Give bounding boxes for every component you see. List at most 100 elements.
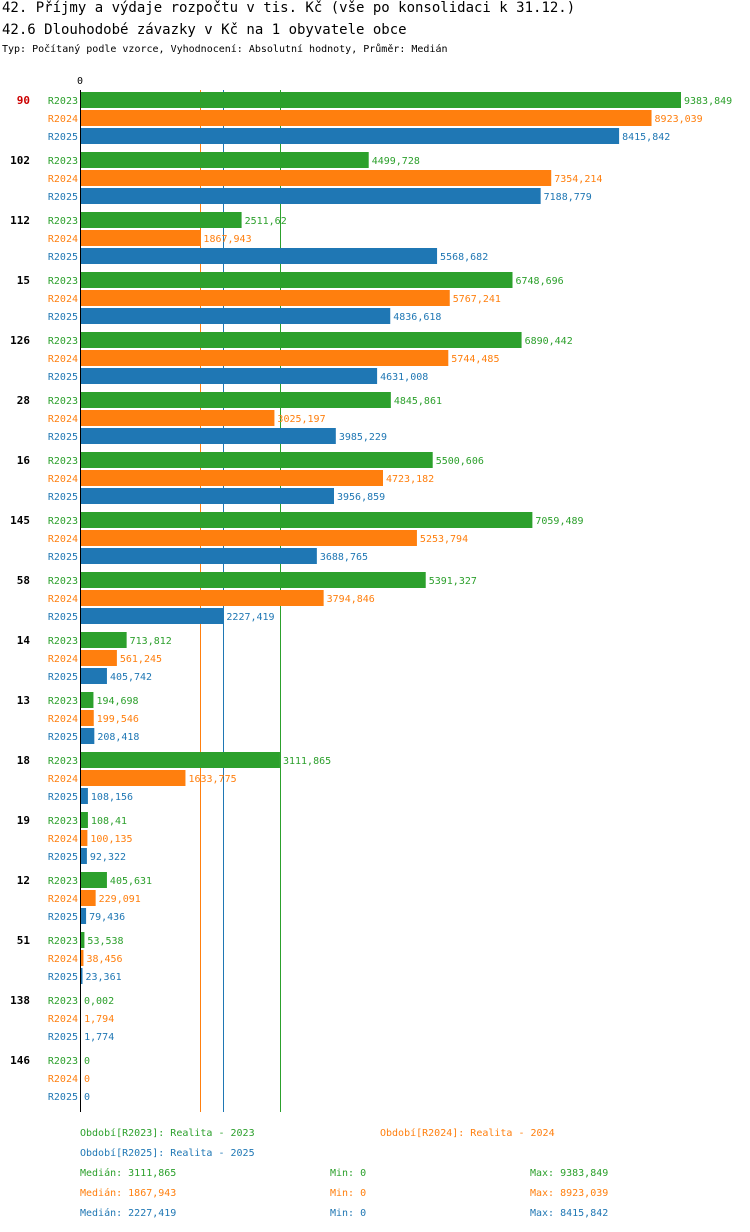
- series-label-r2024: R2024: [48, 714, 78, 725]
- series-label-r2023: R2023: [48, 396, 78, 407]
- bar-value-label: 208,418: [97, 732, 139, 743]
- series-label-r2025: R2025: [48, 252, 78, 263]
- bar-r2025: [81, 548, 317, 564]
- bar-value-label: 1633,775: [188, 774, 236, 785]
- bar-value-label: 2227,419: [226, 612, 274, 623]
- bar-r2023: [81, 752, 280, 768]
- legend-min-r2023: Min: 0: [330, 1168, 367, 1179]
- category-label: 51: [17, 934, 31, 947]
- series-label-r2025: R2025: [48, 432, 78, 443]
- bar-r2023: [81, 212, 242, 228]
- bar-value-label: 3794,846: [327, 594, 375, 605]
- bar-r2025: [81, 128, 620, 144]
- series-label-r2024: R2024: [48, 894, 78, 905]
- series-label-r2025: R2025: [48, 312, 78, 323]
- series-label-r2025: R2025: [48, 1092, 78, 1103]
- bar-chart: 0 90 R2023 9383,849 R2024 8923,039 R2025 8415,8…: [10, 76, 732, 1112]
- bar-value-label: 4723,182: [386, 474, 434, 485]
- bar-r2024: [81, 230, 201, 246]
- series-label-r2023: R2023: [48, 456, 78, 467]
- category-label: 15: [17, 274, 30, 287]
- bar-r2024: [81, 770, 186, 786]
- bar-r2024: [81, 410, 275, 426]
- bar-r2023: [81, 872, 107, 888]
- bar-value-label: 92,322: [90, 852, 126, 863]
- bar-r2024: [81, 110, 652, 126]
- category-label: 13: [17, 694, 30, 707]
- bar-value-label: 199,546: [97, 714, 139, 725]
- bar-r2023: [81, 452, 433, 468]
- bar-r2023: [81, 332, 522, 348]
- bar-r2024: [81, 170, 552, 186]
- bar-value-label: 7059,489: [535, 516, 583, 527]
- bar-r2025: [81, 908, 87, 924]
- series-label-r2025: R2025: [48, 912, 78, 923]
- legend-period-r2023: Období[R2023]: Realita - 2023: [80, 1128, 255, 1139]
- bar-value-label: 3985,229: [339, 432, 387, 443]
- bar-value-label: 23,361: [85, 972, 121, 983]
- category-label: 12: [17, 874, 30, 887]
- bar-value-label: 1,794: [84, 1014, 114, 1025]
- axis-zero-label: 0: [77, 76, 83, 87]
- series-label-r2025: R2025: [48, 612, 78, 623]
- series-label-r2024: R2024: [48, 294, 78, 305]
- category-label: 112: [10, 214, 30, 227]
- bar-value-label: 3956,859: [337, 492, 385, 503]
- bar-r2024: [81, 650, 117, 666]
- bar-r2023: [81, 932, 85, 948]
- category-label: 145: [10, 514, 30, 527]
- legend-median-r2025: Medián: 2227,419: [80, 1208, 177, 1219]
- bar-r2025: [81, 188, 541, 204]
- bar-value-label: 1,774: [84, 1032, 114, 1043]
- bar-r2023: [81, 572, 426, 588]
- bar-r2024: [81, 350, 449, 366]
- bar-value-label: 5744,485: [451, 354, 499, 365]
- bar-value-label: 405,742: [110, 672, 152, 683]
- legend-min-r2025: Min: 0: [330, 1208, 367, 1219]
- series-label-r2024: R2024: [48, 174, 78, 185]
- series-label-r2025: R2025: [48, 552, 78, 563]
- series-label-r2024: R2024: [48, 354, 78, 365]
- series-label-r2024: R2024: [48, 954, 78, 965]
- bar-value-label: 0: [84, 1074, 90, 1085]
- series-label-r2023: R2023: [48, 276, 78, 287]
- bar-value-label: 9383,849: [684, 96, 732, 107]
- series-label-r2023: R2023: [48, 936, 78, 947]
- category-label: 146: [10, 1054, 30, 1067]
- bar-r2023: [81, 152, 369, 168]
- series-label-r2023: R2023: [48, 1056, 78, 1067]
- bar-value-label: 194,698: [96, 696, 138, 707]
- series-label-r2025: R2025: [48, 492, 78, 503]
- bar-r2025: [81, 308, 391, 324]
- bar-r2023: [81, 512, 533, 528]
- series-label-r2023: R2023: [48, 996, 78, 1007]
- series-label-r2025: R2025: [48, 192, 78, 203]
- bar-value-label: 5391,327: [429, 576, 477, 587]
- bar-value-label: 4836,618: [393, 312, 441, 323]
- category-label: 19: [17, 814, 30, 827]
- series-label-r2024: R2024: [48, 594, 78, 605]
- bar-value-label: 713,812: [130, 636, 172, 647]
- category-label: 102: [10, 154, 30, 167]
- bar-value-label: 5568,682: [440, 252, 488, 263]
- bar-value-label: 5500,606: [436, 456, 484, 467]
- bar-r2024: [81, 830, 88, 846]
- chart-subtitle: 42.6 Dlouhodobé závazky v Kč na 1 obyvat…: [2, 22, 407, 38]
- bar-r2023: [81, 812, 88, 828]
- legend-median-r2023: Medián: 3111,865: [80, 1168, 177, 1179]
- bar-value-label: 8923,039: [655, 114, 703, 125]
- legend-max-r2024: Max: 8923,039: [530, 1188, 609, 1199]
- series-label-r2023: R2023: [48, 816, 78, 827]
- bar-r2024: [81, 950, 84, 966]
- series-label-r2024: R2024: [48, 234, 78, 245]
- bar-r2025: [81, 788, 88, 804]
- series-label-r2023: R2023: [48, 96, 78, 107]
- bar-value-label: 100,135: [90, 834, 132, 845]
- category-label: 14: [17, 634, 31, 647]
- category-label: 28: [17, 394, 30, 407]
- bar-r2024: [81, 470, 383, 486]
- bar-r2023: [81, 272, 513, 288]
- legend-period-r2025: Období[R2025]: Realita - 2025: [80, 1148, 255, 1159]
- series-label-r2025: R2025: [48, 1032, 78, 1043]
- bar-r2024: [81, 890, 96, 906]
